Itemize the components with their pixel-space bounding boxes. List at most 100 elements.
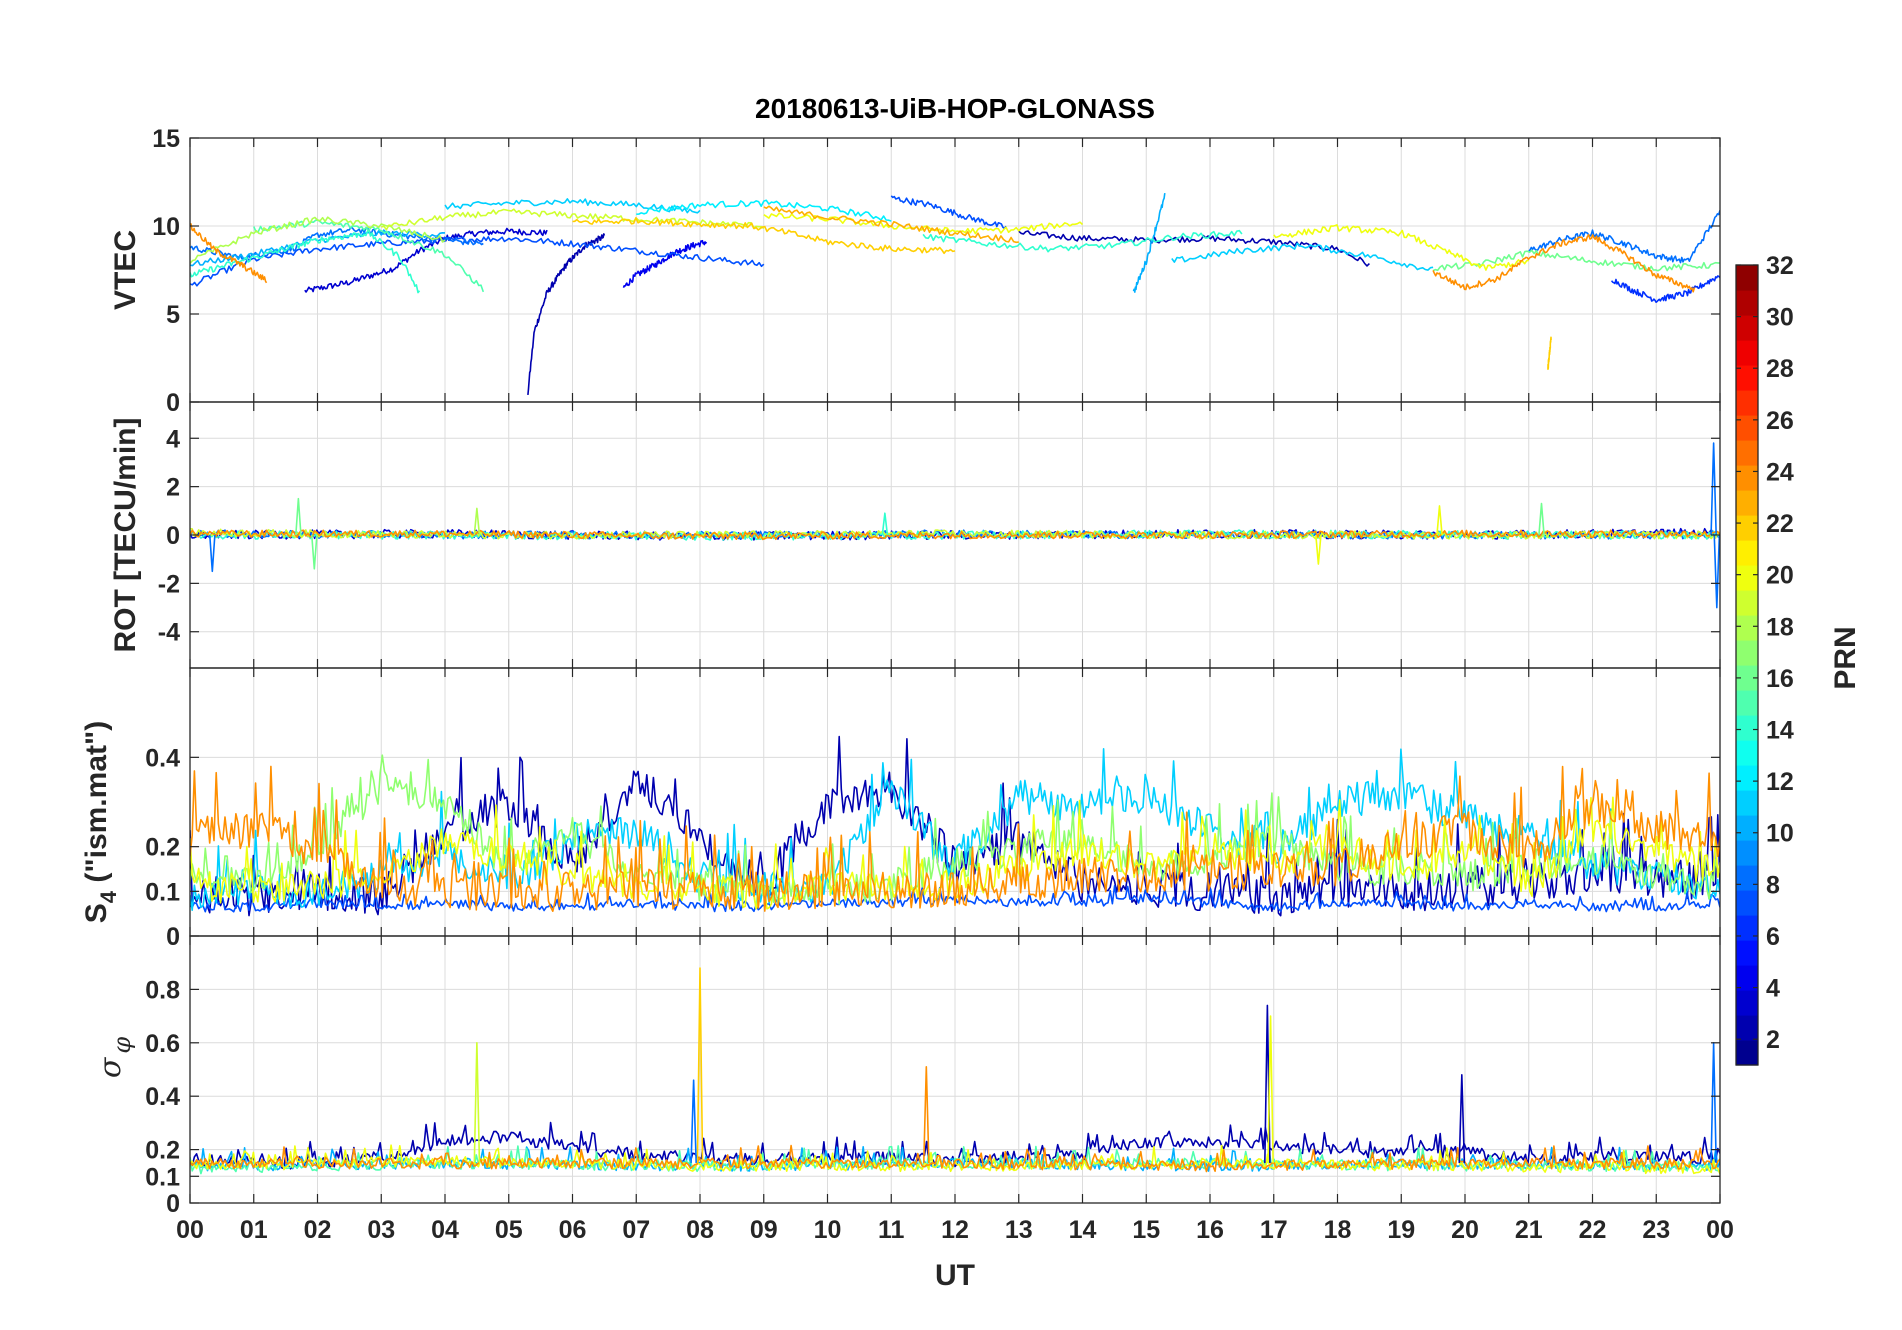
spike-prn-16: [295, 497, 302, 536]
x-tick-label: 20: [1451, 1216, 1479, 1244]
spike-prn-22: [696, 967, 704, 1163]
colorbar-tick-label: 28: [1766, 355, 1794, 383]
spike-prn-16: [310, 534, 318, 570]
x-tick-label: 21: [1515, 1216, 1543, 1244]
colorbar-swatch: [1736, 715, 1758, 741]
series-line-prn-2: [527, 233, 606, 395]
x-tick-label: 10: [814, 1216, 842, 1244]
series-line-prn-20: [1273, 224, 1529, 271]
colorbar-swatch: [1736, 440, 1758, 466]
x-tick-label: 23: [1642, 1216, 1670, 1244]
series-line-prn-18: [190, 216, 446, 265]
series-line-prn-3: [304, 227, 548, 293]
series-line-prn-7: [890, 195, 1007, 230]
colorbar-label: PRN: [1829, 626, 1862, 689]
spike-prn-16: [1538, 502, 1545, 536]
y-tick-label: 10: [152, 213, 180, 241]
y-axis-title: VTEC: [109, 230, 142, 310]
y-tick-label: 0: [166, 1190, 180, 1218]
x-tick-label: 19: [1387, 1216, 1415, 1244]
colorbar-tick-label: 14: [1766, 717, 1794, 745]
colorbar-swatch: [1736, 565, 1758, 591]
y-tick-label: 0: [166, 389, 180, 417]
colorbar-swatch: [1736, 790, 1758, 816]
y-tick-label: -2: [158, 570, 180, 598]
x-tick-label: 08: [686, 1216, 714, 1244]
colorbar-swatch: [1736, 990, 1758, 1016]
series-line-prn-24: [1432, 234, 1696, 293]
colorbar-swatch: [1736, 840, 1758, 866]
series-line-prn-14: [190, 229, 421, 294]
colorbar-tick-label: 4: [1766, 975, 1780, 1003]
x-tick-label: 07: [622, 1216, 650, 1244]
y-axis-title: S4 ("ism.mat"): [80, 721, 121, 923]
x-tick-label: 14: [1069, 1216, 1097, 1244]
colorbar-swatch: [1736, 765, 1758, 791]
spike-prn-8: [1713, 534, 1720, 609]
spike-prn-8: [690, 1079, 697, 1163]
colorbar-tick-label: 24: [1766, 458, 1794, 486]
colorbar-swatch: [1736, 390, 1758, 416]
spike-prn-20: [1315, 534, 1322, 565]
chart-title: 20180613-UiB-HOP-GLONASS: [755, 93, 1155, 124]
colorbar-swatch: [1736, 665, 1758, 691]
y-axis-title: σφ: [93, 1037, 136, 1078]
colorbar-swatch: [1736, 265, 1758, 291]
series-line-prn-2: [190, 1121, 1720, 1170]
y-tick-label: 0.1: [145, 1163, 180, 1191]
colorbar-tick-label: 6: [1766, 923, 1780, 951]
x-axis: 00 01 02 03 04 05 06 07 08 09 10 11 12 13 14 15 16 17 18 19…: [176, 1216, 1734, 1244]
y-tick-label: 2: [166, 474, 180, 502]
spike-prn-2: [1458, 1074, 1466, 1163]
x-tick-label: 00: [176, 1216, 204, 1244]
x-tick-label: 11: [878, 1216, 905, 1244]
y-tick-label: 0.1: [145, 878, 180, 906]
spike-prn-18: [473, 507, 481, 536]
spike-prn-8: [1710, 1042, 1717, 1163]
x-tick-label: 02: [304, 1216, 332, 1244]
series-line-prn-15: [253, 219, 485, 293]
panel-sigma-phi: 00.10.2 0.4 0.6 0.8 σφ: [93, 935, 1721, 1218]
spike-prn-19: [473, 1042, 481, 1163]
traces: [190, 967, 1720, 1175]
colorbar-swatch: [1736, 640, 1758, 666]
series-line-prn-17: [190, 754, 1720, 910]
panel-s4: 0 0.1 0.2 0.4 S4 ("ism.mat"): [80, 667, 1721, 951]
series-line-prn-6: [1610, 275, 1720, 304]
colorbar-swatch: [1736, 815, 1758, 841]
series-line-prn-12: [636, 199, 892, 222]
series-line-prn-14: [922, 229, 1243, 253]
colorbar-swatch: [1736, 490, 1758, 516]
series-line-prn-10: [1132, 193, 1166, 293]
colorbar-swatch: [1736, 965, 1758, 991]
x-tick-label: 04: [431, 1216, 459, 1244]
x-tick-label: 01: [240, 1216, 268, 1244]
spike-prn-20: [1436, 505, 1443, 536]
y-tick-label: 0.2: [145, 1137, 180, 1165]
y-tick-label: 0.4: [145, 1083, 180, 1111]
colorbar-tick-label: 20: [1766, 562, 1794, 590]
x-tick-label: 22: [1579, 1216, 1607, 1244]
colorbar-tick-label: 10: [1766, 820, 1794, 848]
y-tick-label: 0.2: [145, 834, 180, 862]
colorbar-tick-label: 12: [1766, 768, 1794, 796]
colorbar-swatch: [1736, 690, 1758, 716]
colorbar-swatch: [1736, 590, 1758, 616]
x-tick-label: 03: [367, 1216, 395, 1244]
series-line-prn-23: [763, 205, 1019, 244]
x-axis-title: UT: [935, 1259, 975, 1292]
colorbar-tick-label: 16: [1766, 665, 1794, 693]
colorbar-tick-label: 32: [1766, 252, 1794, 280]
series-line-prn-4: [622, 239, 708, 288]
x-tick-label: 00: [1706, 1216, 1734, 1244]
series-line-prn-24: [190, 765, 1720, 913]
colorbar-swatch: [1736, 465, 1758, 491]
spike-prn-14: [881, 512, 889, 536]
y-tick-label: 0: [166, 522, 180, 550]
x-tick-label: 06: [559, 1216, 587, 1244]
y-tick-label: 0.8: [145, 976, 180, 1004]
colorbar-swatch: [1736, 915, 1758, 941]
colorbar-swatch: [1736, 615, 1758, 641]
colorbar-tick-label: 22: [1766, 510, 1794, 538]
